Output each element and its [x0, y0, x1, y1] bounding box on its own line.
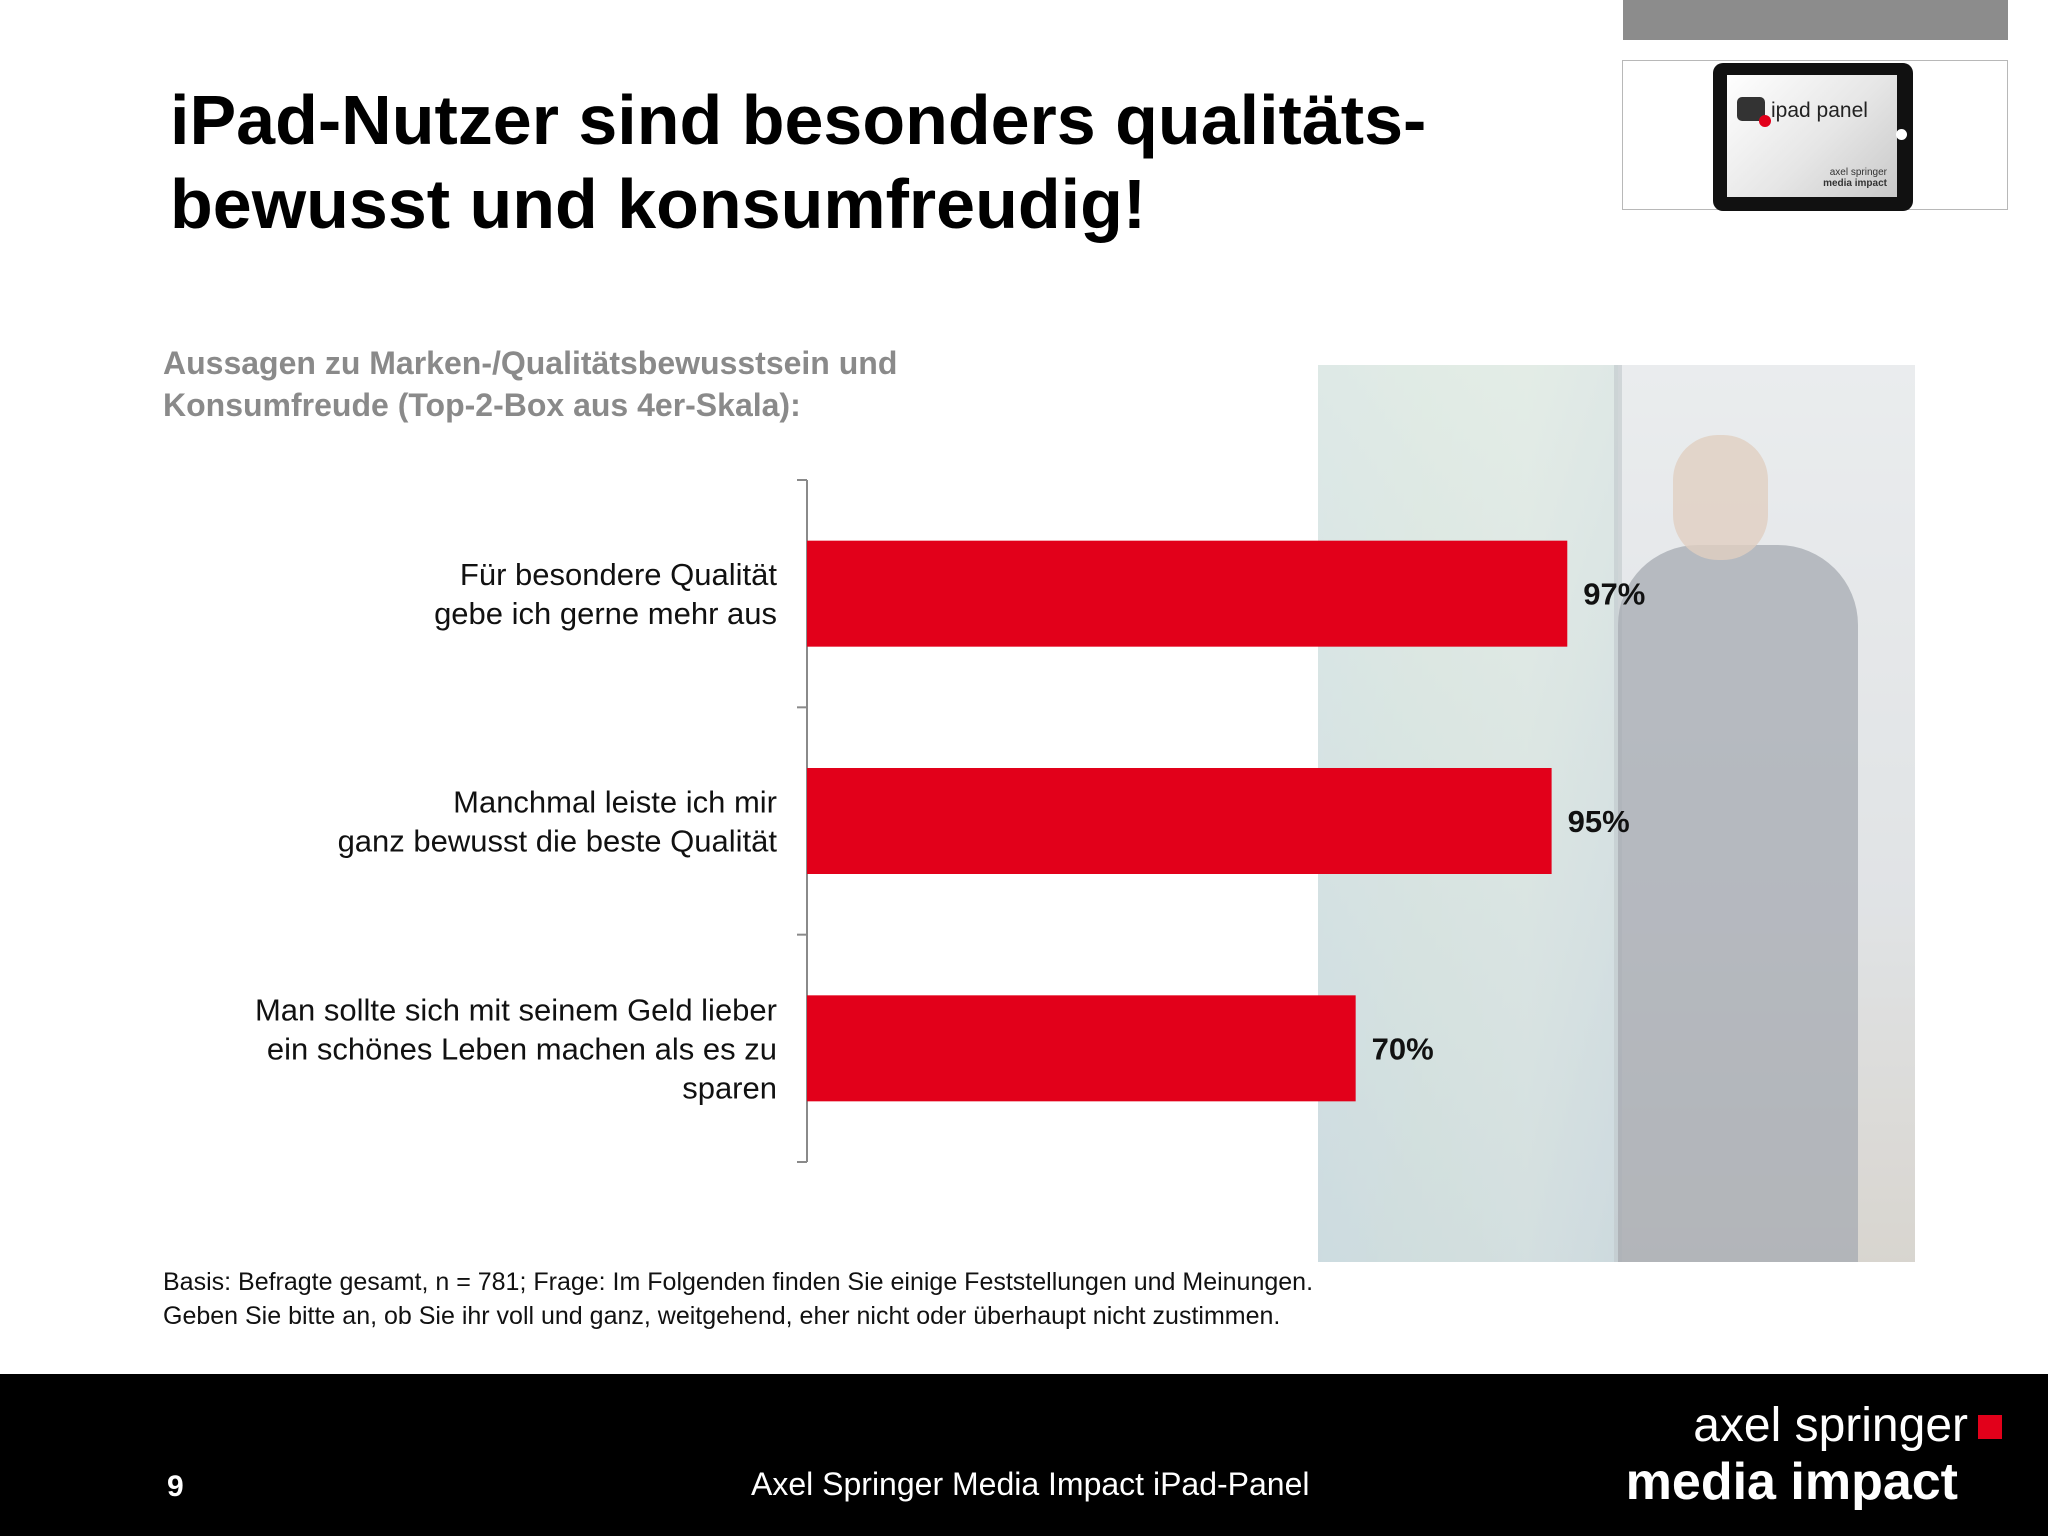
value-label-1: 97%	[1583, 577, 1645, 612]
basis-footnote: Basis: Befragte gesamt, n = 781; Frage: …	[163, 1265, 1563, 1333]
tablet-logo-brand-line-1: axel springer	[1829, 167, 1887, 178]
tablet-logo-brand: axel springer media impact	[1823, 167, 1887, 189]
speech-bubble-icon	[1737, 97, 1771, 127]
category-label-3-line-3: sparen	[682, 1070, 777, 1105]
photo-person-body	[1618, 545, 1858, 1262]
category-label-2: Manchmal leiste ich mir ganz bewusst die …	[338, 785, 778, 859]
brand-logo: axel springer media impact	[1626, 1398, 2002, 1510]
brand-square-icon	[1978, 1415, 2002, 1439]
category-label-2-line-1: Manchmal leiste ich mir	[453, 785, 777, 820]
slide-title: iPad-Nutzer sind besonders qualitäts- be…	[170, 78, 1510, 246]
businessman-photo	[1318, 365, 1915, 1262]
value-label-3: 70%	[1372, 1031, 1434, 1066]
tablet-logo-brand-line-2: media impact	[1823, 178, 1887, 189]
tablet-icon: ipad panel axel springer media impact	[1713, 63, 1913, 211]
bar-2	[807, 768, 1552, 874]
category-label-1-line-1: Für besondere Qualität	[460, 557, 777, 592]
slide-title-line-1: iPad-Nutzer sind besonders qualitäts-	[170, 81, 1427, 159]
top-accent-bar	[1623, 0, 2008, 40]
footer-title: Axel Springer Media Impact iPad-Panel	[751, 1466, 1310, 1502]
chart-subtitle-line-2: Konsumfreude (Top-2-Box aus 4er-Skala):	[163, 387, 801, 423]
category-label-3-line-1: Man sollte sich mit seinem Geld lieber	[255, 992, 777, 1027]
chart-subtitle-line-1: Aussagen zu Marken-/Qualitätsbewusstsein…	[163, 345, 898, 381]
category-label-2-line-2: ganz bewusst die beste Qualität	[338, 824, 778, 859]
brand-logo-text-1: axel springer	[1693, 1399, 1968, 1452]
tablet-screen: ipad panel axel springer media impact	[1727, 75, 1897, 197]
bar-3	[807, 995, 1356, 1102]
category-label-1: Für besondere Qualität gebe ich gerne meh…	[434, 557, 777, 631]
footer-bar	[0, 1374, 2048, 1536]
category-label-1-line-2: gebe ich gerne mehr aus	[434, 596, 777, 631]
bar-1	[807, 540, 1568, 647]
brand-logo-line-1: axel springer	[1626, 1398, 2002, 1454]
category-label-3-line-2: ein schönes Leben machen als es zu	[267, 1031, 777, 1066]
value-label-2: 95%	[1568, 804, 1630, 839]
basis-footnote-line-2: Geben Sie bitte an, ob Sie ihr voll und …	[163, 1302, 1281, 1330]
tablet-logo-title: ipad panel	[1771, 99, 1868, 122]
ipad-panel-logo: ipad panel axel springer media impact	[1622, 60, 2008, 211]
photo-person-head	[1673, 435, 1768, 560]
brand-logo-line-2: media impact	[1625, 1453, 1958, 1511]
category-label-3: Man sollte sich mit seinem Geld lieber ei…	[255, 992, 777, 1105]
slide-title-line-2: bewusst und konsumfreudig!	[170, 165, 1147, 243]
basis-footnote-line-1: Basis: Befragte gesamt, n = 781; Frage: …	[163, 1268, 1314, 1296]
chart-subtitle: Aussagen zu Marken-/Qualitätsbewusstsein…	[163, 342, 1063, 426]
page-number: 9	[167, 1470, 184, 1503]
tablet-home-button	[1896, 129, 1907, 140]
